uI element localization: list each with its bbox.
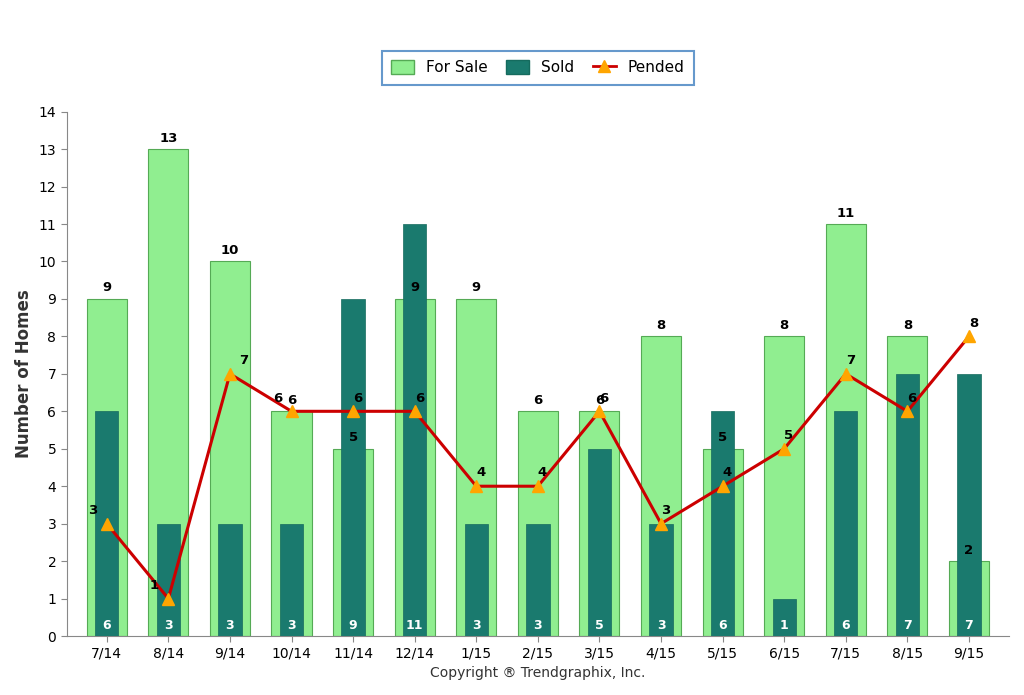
Text: 4: 4 (723, 466, 732, 480)
Text: 7: 7 (240, 354, 248, 367)
Bar (465, 523, 488, 636)
Text: 6: 6 (842, 619, 850, 632)
Text: 1: 1 (780, 619, 788, 632)
Text: 6: 6 (273, 391, 283, 404)
Text: 9: 9 (411, 281, 419, 295)
Bar (588, 449, 611, 636)
Text: 6: 6 (415, 391, 424, 404)
Bar (641, 336, 681, 636)
Bar (949, 561, 989, 636)
Text: 3: 3 (225, 619, 234, 632)
Bar (394, 299, 435, 636)
Text: 13: 13 (159, 131, 177, 145)
Bar (210, 261, 250, 636)
Text: 9: 9 (349, 619, 357, 632)
Text: 6: 6 (907, 391, 916, 404)
Bar (825, 224, 866, 636)
Bar (772, 598, 796, 636)
Text: 9: 9 (102, 281, 112, 295)
Text: 4: 4 (538, 466, 547, 480)
Legend: For Sale, Sold, Pended: For Sale, Sold, Pended (382, 51, 694, 85)
X-axis label: Copyright ® Trendgraphix, Inc.: Copyright ® Trendgraphix, Inc. (430, 666, 645, 680)
Bar (835, 411, 857, 636)
Bar (148, 149, 188, 636)
Bar (87, 299, 127, 636)
Text: 3: 3 (472, 619, 480, 632)
Text: 6: 6 (102, 619, 111, 632)
Y-axis label: Number of Homes: Number of Homes (15, 290, 33, 458)
Bar (95, 411, 119, 636)
Text: 1: 1 (150, 579, 159, 592)
Text: 3: 3 (88, 504, 97, 517)
Text: 3: 3 (656, 619, 666, 632)
Text: 9: 9 (472, 281, 481, 295)
Bar (218, 523, 242, 636)
Text: 3: 3 (164, 619, 173, 632)
Bar (888, 336, 928, 636)
Text: 3: 3 (662, 504, 671, 517)
Bar (403, 224, 426, 636)
Text: 6: 6 (595, 394, 604, 407)
Bar (333, 449, 373, 636)
Bar (580, 411, 620, 636)
Text: 7: 7 (965, 619, 974, 632)
Bar (702, 449, 742, 636)
Text: 8: 8 (903, 319, 912, 332)
Bar (764, 336, 804, 636)
Text: 6: 6 (718, 619, 727, 632)
Text: 6: 6 (599, 391, 608, 404)
Text: 8: 8 (779, 319, 788, 332)
Text: 3: 3 (287, 619, 296, 632)
Text: 8: 8 (656, 319, 666, 332)
Text: 7: 7 (903, 619, 911, 632)
Bar (649, 523, 673, 636)
Text: 7: 7 (846, 354, 855, 367)
Bar (711, 411, 734, 636)
Text: 8: 8 (969, 317, 978, 329)
Text: 10: 10 (221, 244, 240, 257)
Bar (526, 523, 550, 636)
Text: 5: 5 (595, 619, 604, 632)
Bar (518, 411, 558, 636)
Text: 11: 11 (837, 206, 855, 220)
Bar (271, 411, 311, 636)
Bar (341, 299, 365, 636)
Text: 6: 6 (287, 394, 296, 407)
Text: 11: 11 (406, 619, 424, 632)
Bar (457, 299, 497, 636)
Text: 5: 5 (718, 432, 727, 444)
Text: 5: 5 (348, 432, 357, 444)
Bar (957, 374, 981, 636)
Text: 3: 3 (534, 619, 542, 632)
Bar (157, 523, 180, 636)
Text: 6: 6 (353, 391, 362, 404)
Text: 5: 5 (784, 429, 794, 442)
Text: 2: 2 (965, 543, 974, 557)
Text: 4: 4 (476, 466, 485, 480)
Text: 6: 6 (534, 394, 543, 407)
Bar (280, 523, 303, 636)
Bar (896, 374, 920, 636)
